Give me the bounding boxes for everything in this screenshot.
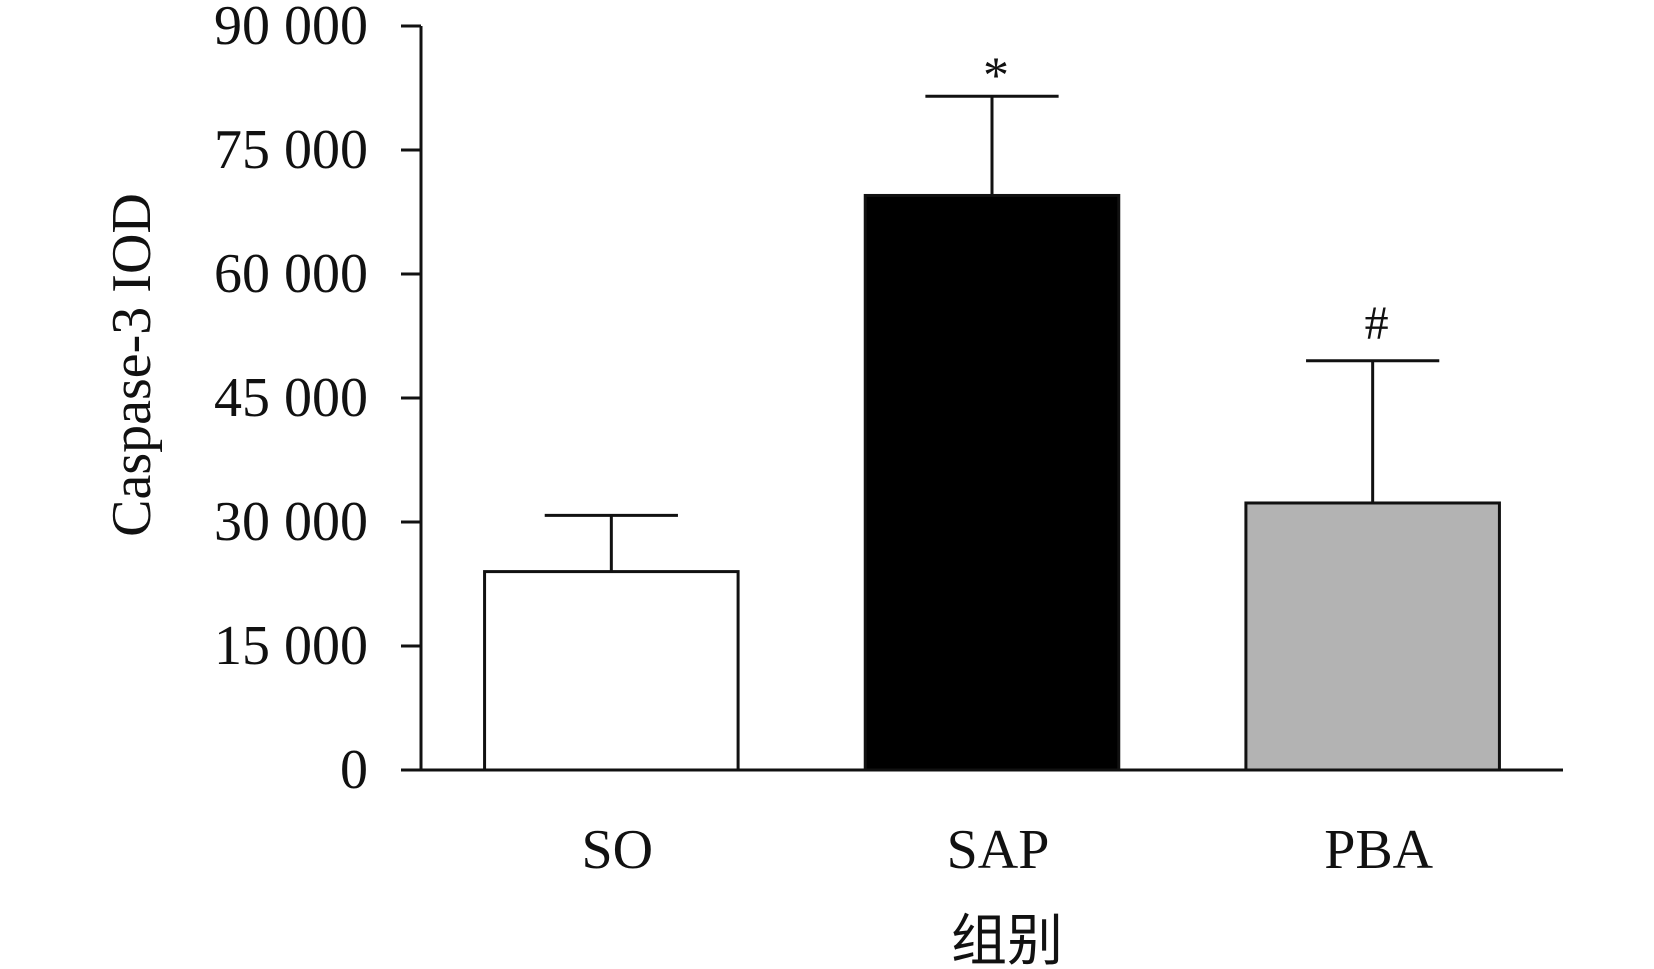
x-tick-label-so: SO xyxy=(582,819,654,881)
x-axis-label: 组别 xyxy=(951,911,1063,969)
error-bars-layer xyxy=(544,94,1440,572)
bar-pba xyxy=(1244,501,1501,772)
y-tick-label: 0 xyxy=(340,739,368,801)
y-ticks-layer: 0 15 000 30 000 45 000 60 000 75 000 90 000 xyxy=(214,0,421,801)
bar-so xyxy=(483,570,740,772)
x-tick-label-sap: SAP xyxy=(947,819,1050,881)
bars-layer xyxy=(483,193,1501,772)
y-tick-label: 15 000 xyxy=(214,615,368,677)
significance-marker-sap: * xyxy=(983,47,1009,104)
y-axis-label: Caspase-3 IOD xyxy=(101,193,163,537)
x-tick-label-pba: PBA xyxy=(1324,819,1433,881)
y-tick-label: 60 000 xyxy=(214,243,368,305)
significance-marker-pba: # xyxy=(1365,297,1389,350)
y-tick-label: 30 000 xyxy=(214,491,368,553)
bar-sap xyxy=(863,193,1121,772)
x-ticks-layer: SO SAP PBA xyxy=(582,819,1434,881)
y-tick-label: 75 000 xyxy=(214,119,368,181)
y-tick-label: 45 000 xyxy=(214,367,368,429)
annotations-layer: *# xyxy=(983,47,1389,350)
y-tick-label: 90 000 xyxy=(214,0,368,57)
